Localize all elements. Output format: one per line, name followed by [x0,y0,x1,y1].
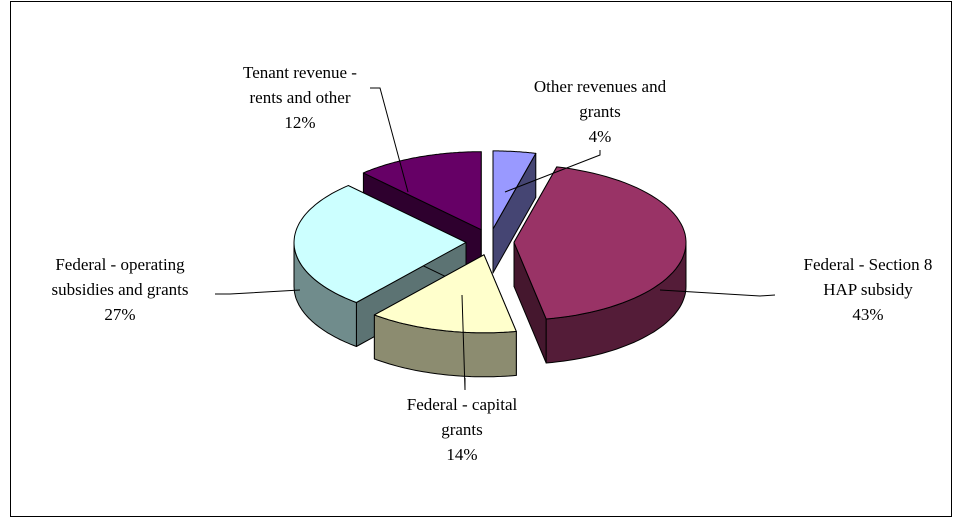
slice [373,254,517,378]
percent-label: 43% [852,305,883,324]
slice [492,150,537,274]
label-line: subsidies and grants [52,280,189,299]
slice-label: Tenant revenue - rents and other 12% [243,63,357,132]
leader-line [504,150,601,193]
slice-top [373,254,517,334]
category-name: Other revenues and grants [534,77,667,121]
slice-label: Other revenues and grants 4% [534,77,667,146]
leader-line [659,289,776,297]
percent-label: 12% [284,113,315,132]
leader-line [370,87,409,193]
category-name: Federal - capital grants [407,395,518,439]
leader-line [215,289,301,295]
slice-top [293,185,467,303]
label-line: grants [441,420,483,439]
percent-label: 27% [104,305,135,324]
slice-label: Federal - capital grants 14% [407,395,518,464]
slice-top [362,151,482,231]
label-line: rents and other [249,88,350,107]
label-line: Other revenues and [534,77,667,96]
slice-top [492,150,537,230]
category-name: Federal - operating subsidies and grants [52,255,189,299]
label-line: Federal - capital [407,395,518,414]
slice-label: Federal - Section 8 HAP subsidy 43% [804,255,933,324]
slice-top [513,166,687,320]
slice [513,166,687,364]
category-name: Tenant revenue - rents and other [243,63,357,107]
percent-label: 4% [589,127,612,146]
slice-label: Federal - operating subsidies and grants 2… [52,255,189,324]
percent-label: 14% [446,445,477,464]
label-line: Federal - Section 8 [804,255,933,274]
label-line: grants [579,102,621,121]
label-line: Federal - operating [55,255,185,274]
leader-line [461,294,466,391]
label-line: HAP subsidy [823,280,913,299]
label-line: Tenant revenue - [243,63,357,82]
category-name: Federal - Section 8 HAP subsidy [804,255,933,299]
